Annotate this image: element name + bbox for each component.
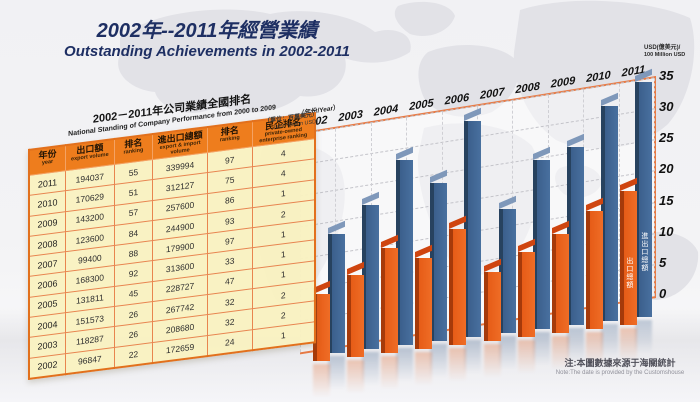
bar-reflection (415, 352, 433, 394)
year-label: 2006 (444, 91, 470, 108)
bar-reflection (362, 352, 380, 394)
year-label: 2005 (409, 97, 434, 114)
bar-reflection (532, 332, 550, 374)
bar-reflection (313, 364, 330, 402)
y-tick-label: 5 (659, 254, 667, 270)
y-tick-label: 10 (659, 223, 674, 239)
bar-orange (483, 272, 501, 341)
bar-orange (381, 248, 399, 353)
bar-blue (498, 208, 516, 333)
y-tick-label: 15 (659, 192, 674, 208)
bar-blue (396, 160, 414, 345)
bar-blue (600, 105, 618, 321)
bar-orange (551, 234, 569, 333)
y-tick-label: 20 (659, 161, 674, 177)
bar-blue: 進出口總額 (634, 82, 652, 317)
bar-orange (517, 251, 535, 337)
bar-reflection (634, 320, 652, 362)
bar-orange (449, 228, 467, 345)
bar-blue (430, 183, 448, 341)
bar-reflection (430, 344, 448, 386)
bar-orange (415, 258, 433, 349)
y-tick-label: 30 (659, 99, 674, 115)
table-cell: 22 (114, 342, 153, 368)
bar-reflection (464, 340, 482, 382)
gridline-v (654, 78, 655, 297)
bar-reflection (566, 328, 584, 370)
year-label: 2010 (586, 69, 611, 86)
bar-series-label: 進出口總額 (640, 231, 648, 272)
year-label: 2004 (373, 102, 399, 119)
bar-blue (362, 204, 380, 349)
y-tick-label: 25 (659, 130, 674, 146)
bar-series-label: 出口總額 (625, 256, 633, 289)
bar-orange (347, 275, 365, 357)
y-unit-zh: USD(億美元)/ (644, 45, 681, 51)
title-en: Outstanding Achievements in 2002-2011 (64, 43, 350, 60)
y-tick-label: 35 (659, 68, 674, 83)
title-zh: 2002年--2011年經營業績 (96, 20, 318, 42)
year-label: 2003 (338, 108, 363, 125)
table-cell: 2002 (29, 353, 66, 379)
bar-blue (464, 120, 482, 337)
note-zh: 注:本圖數據來源于海關統計 (564, 358, 676, 368)
year-label: 2008 (515, 80, 540, 97)
table-body: 2011 194037 55 339994 97 4 2010 170629 51 312127 7… (29, 138, 315, 379)
bar-reflection (619, 328, 637, 370)
bar-blue (566, 147, 584, 325)
bar-reflection (585, 332, 603, 374)
bar-reflection (328, 356, 345, 398)
bar-reflection (396, 348, 414, 390)
bar-blue (532, 160, 550, 329)
bar-reflection (449, 348, 467, 390)
bar-reflection (498, 336, 516, 378)
note-en: Note:The date is provided by the Customs… (555, 370, 685, 376)
bar-reflection (483, 344, 501, 386)
performance-table: 2002－2011年公司業績全國排名 National Standing of … (28, 85, 318, 380)
bar-blue (328, 233, 345, 353)
source-note: 注:本圖數據來源于海關統計 Note:The date is provided … (520, 358, 700, 377)
bar-reflection (600, 324, 618, 366)
bar-orange: 出口總額 (619, 191, 637, 325)
bar-orange (313, 294, 330, 361)
table-cell: 24 (207, 329, 253, 356)
year-label: 2009 (550, 74, 576, 91)
y-unit-en: 100 Million USD (644, 52, 686, 58)
bar-reflection (551, 336, 569, 378)
bar-orange (585, 211, 603, 329)
bar-reflection (347, 360, 365, 402)
y-axis-unit-label: USD(億美元)/ 100 Million USD (644, 45, 685, 59)
bar-reflection (517, 340, 535, 382)
bar-reflection (381, 356, 399, 398)
y-tick-label: 0 (659, 286, 667, 301)
year-label: 2007 (480, 85, 505, 102)
ranking-table: 年份 year 出口額 export volume 排名 ranking 進出口總額 expo… (28, 112, 316, 380)
page-title: 2002年--2011年經營業績 Outstanding Achievement… (52, 19, 362, 61)
